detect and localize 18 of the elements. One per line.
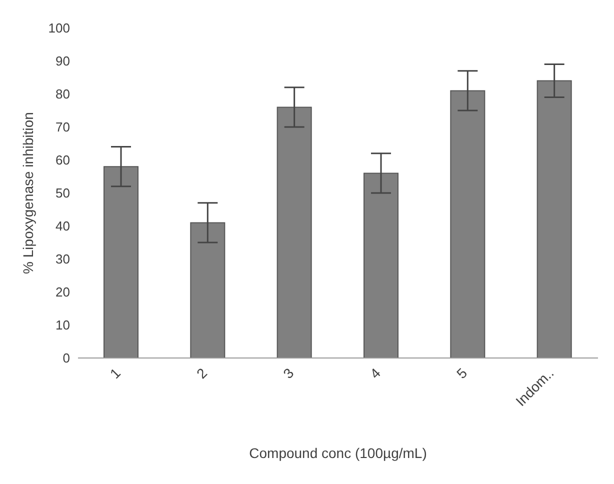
y-tick-label: 90 — [56, 54, 70, 69]
y-tick-label: 10 — [56, 318, 70, 333]
y-tick-label: 20 — [56, 284, 70, 300]
y-tick-label: 40 — [56, 218, 70, 234]
y-tick-label: 0 — [62, 350, 70, 366]
y-axis-title: % Lipoxygenase inhibition — [20, 112, 36, 274]
x-tick-label: 5 — [453, 364, 470, 382]
x-tick-label: 2 — [193, 364, 210, 382]
y-tick-label: 50 — [56, 186, 70, 201]
x-tick-label: 4 — [366, 364, 384, 382]
y-tick-label: 30 — [56, 252, 70, 267]
y-tick-label: 80 — [56, 86, 70, 102]
x-tick-label: 1 — [106, 364, 124, 382]
y-tick-label: 60 — [56, 152, 70, 168]
y-tick-label: 100 — [48, 20, 70, 36]
x-tick-label: 3 — [280, 364, 297, 382]
x-axis-title: Compound conc (100µg/mL) — [249, 445, 427, 461]
y-tick-label: 70 — [56, 120, 70, 135]
